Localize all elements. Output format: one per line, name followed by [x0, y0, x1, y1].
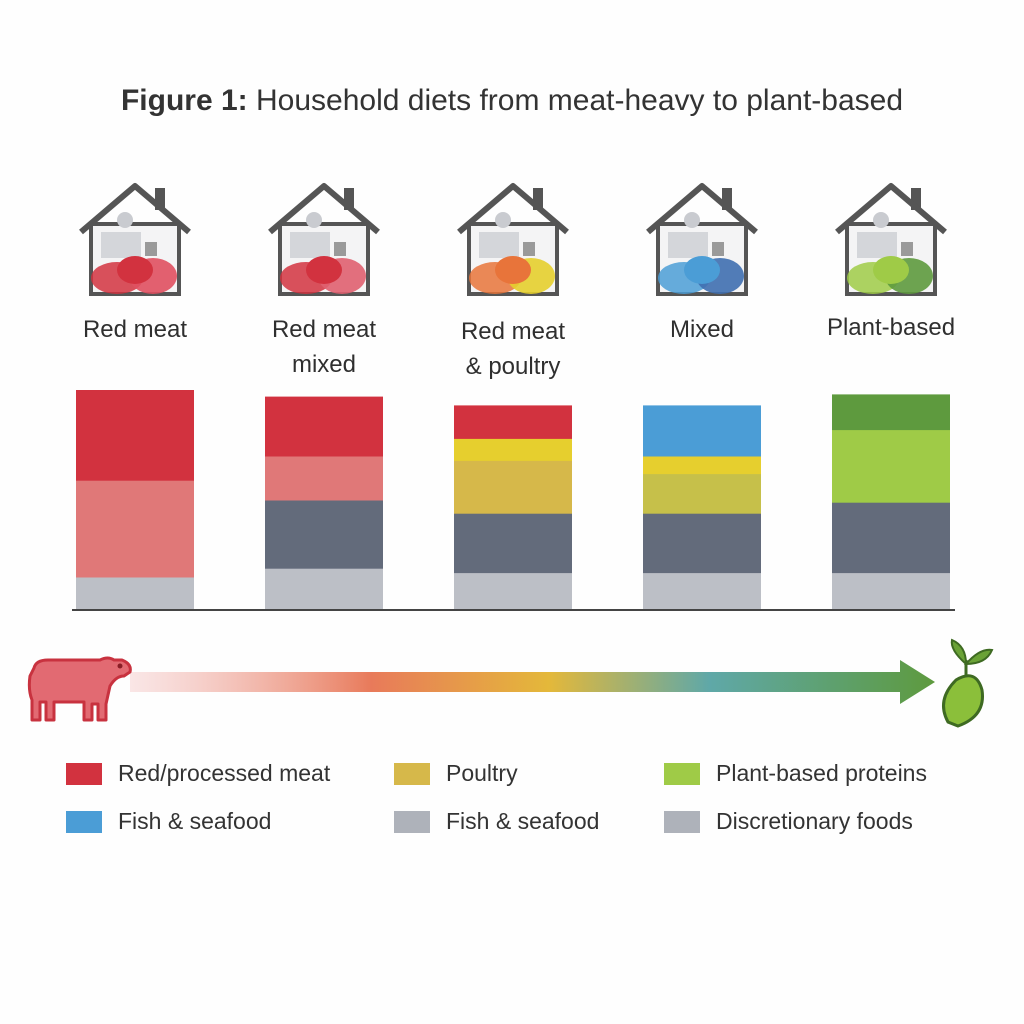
legend-label: Discretionary foods	[716, 808, 913, 834]
bar-segment	[76, 577, 194, 611]
bar-segment	[454, 405, 572, 439]
legend-item: Plant-based proteins	[664, 760, 927, 787]
bar-segment	[832, 502, 950, 574]
diet-gradient-arrow	[130, 660, 935, 704]
bar-segment	[832, 394, 950, 431]
plant-sprout-icon	[942, 638, 994, 728]
bar-segment	[832, 572, 950, 611]
category-label: Red meat & poultry	[460, 318, 566, 380]
bar-segment	[643, 456, 761, 475]
legend-label: Plant-based proteins	[716, 760, 927, 786]
house-plant-based-icon	[835, 183, 947, 296]
legend-item: Poultry	[394, 760, 518, 787]
house-red-meat-icon	[79, 183, 191, 296]
legend-swatch	[394, 810, 430, 833]
bar-segment	[265, 396, 383, 457]
legend-label: Fish & seafood	[118, 808, 272, 834]
legend-item: Fish & seafood	[66, 808, 271, 835]
legend-label: Fish & seafood	[446, 808, 600, 834]
legend-item: Fish & seafood	[394, 808, 599, 835]
legend-swatch	[664, 762, 700, 785]
bar-segment	[76, 390, 194, 481]
bar-segment	[832, 429, 950, 503]
legend-label: Red/processed meat	[118, 760, 331, 786]
legend-item: Red/processed meat	[66, 760, 330, 787]
category-label: Red meat	[82, 316, 188, 343]
bar-segment	[643, 473, 761, 514]
bar-segment	[643, 513, 761, 574]
legend-swatch	[394, 762, 430, 785]
legend-label: Poultry	[446, 760, 518, 786]
house-red-meat-mixed-icon	[268, 183, 380, 296]
house-mixed-icon	[646, 183, 758, 296]
category-label: Plant-based	[826, 314, 956, 341]
bar-segment	[643, 405, 761, 457]
legend-swatch	[664, 810, 700, 833]
category-label: Red meat mixed	[271, 316, 377, 378]
legend-swatch	[66, 762, 102, 785]
legend-swatch	[66, 810, 102, 833]
bar-segment	[454, 460, 572, 514]
bar-segment	[454, 572, 572, 611]
house-red-meat-poultry-icon	[457, 183, 569, 296]
legend-item: Discretionary foods	[664, 808, 913, 835]
bar-segment	[265, 500, 383, 569]
bar-segment	[265, 456, 383, 501]
bar-segment	[265, 568, 383, 611]
category-label: Mixed	[669, 316, 735, 343]
bar-segment	[454, 438, 572, 461]
cow-icon	[27, 656, 132, 722]
bar-segment	[454, 513, 572, 574]
bar-segment	[643, 572, 761, 611]
chart-title: Figure 1: Household diets from meat-heav…	[120, 84, 904, 117]
bar-segment	[76, 480, 194, 578]
